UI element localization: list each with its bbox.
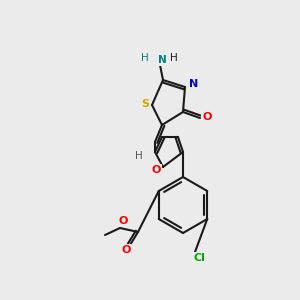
Text: Cl: Cl (193, 253, 205, 263)
Text: O: O (202, 112, 212, 122)
Text: H: H (141, 53, 149, 63)
Text: N: N (189, 79, 199, 89)
Text: O: O (121, 245, 131, 255)
Text: H: H (135, 151, 143, 161)
Text: N: N (158, 55, 166, 65)
Text: O: O (151, 165, 161, 175)
Text: H: H (170, 53, 178, 63)
Text: S: S (141, 99, 149, 109)
Text: O: O (118, 216, 128, 226)
